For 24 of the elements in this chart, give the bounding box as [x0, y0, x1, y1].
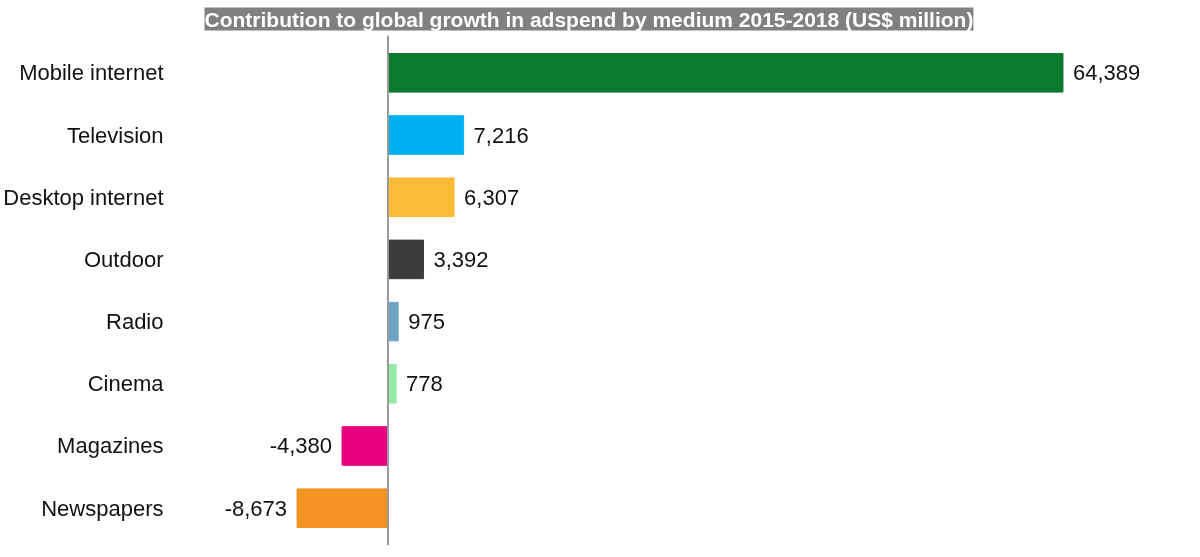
y-tick-label: Cinema	[87, 371, 165, 397]
data-label: 64,389	[1072, 60, 1141, 86]
data-label: 778	[406, 371, 443, 397]
y-tick-label: Desktop internet	[3, 184, 164, 210]
data-label: -8,673	[224, 495, 288, 521]
data-label: 7,216	[473, 122, 529, 148]
bar	[296, 488, 389, 528]
data-label: 975	[408, 309, 445, 335]
data-label: 3,392	[433, 246, 489, 272]
y-tick-label: Mobile internet	[19, 60, 164, 86]
bar	[387, 53, 1064, 93]
bar	[387, 301, 399, 342]
bar	[387, 177, 455, 217]
y-tick-label: Outdoor	[84, 246, 164, 272]
y-tick-label: Newspapers	[41, 495, 164, 521]
y-tick-label: Magazines	[57, 433, 164, 459]
y-tick-label: Radio	[106, 309, 164, 335]
data-label: -4,380	[269, 433, 333, 459]
y-tick-label: Television	[66, 122, 164, 148]
bar	[387, 239, 425, 280]
bar	[341, 426, 389, 466]
data-label: 6,307	[464, 184, 520, 210]
bar	[387, 115, 465, 155]
chart-title: Contribution to global growth in adspend by medium 2015-2018 (US$ million)	[204, 7, 974, 31]
